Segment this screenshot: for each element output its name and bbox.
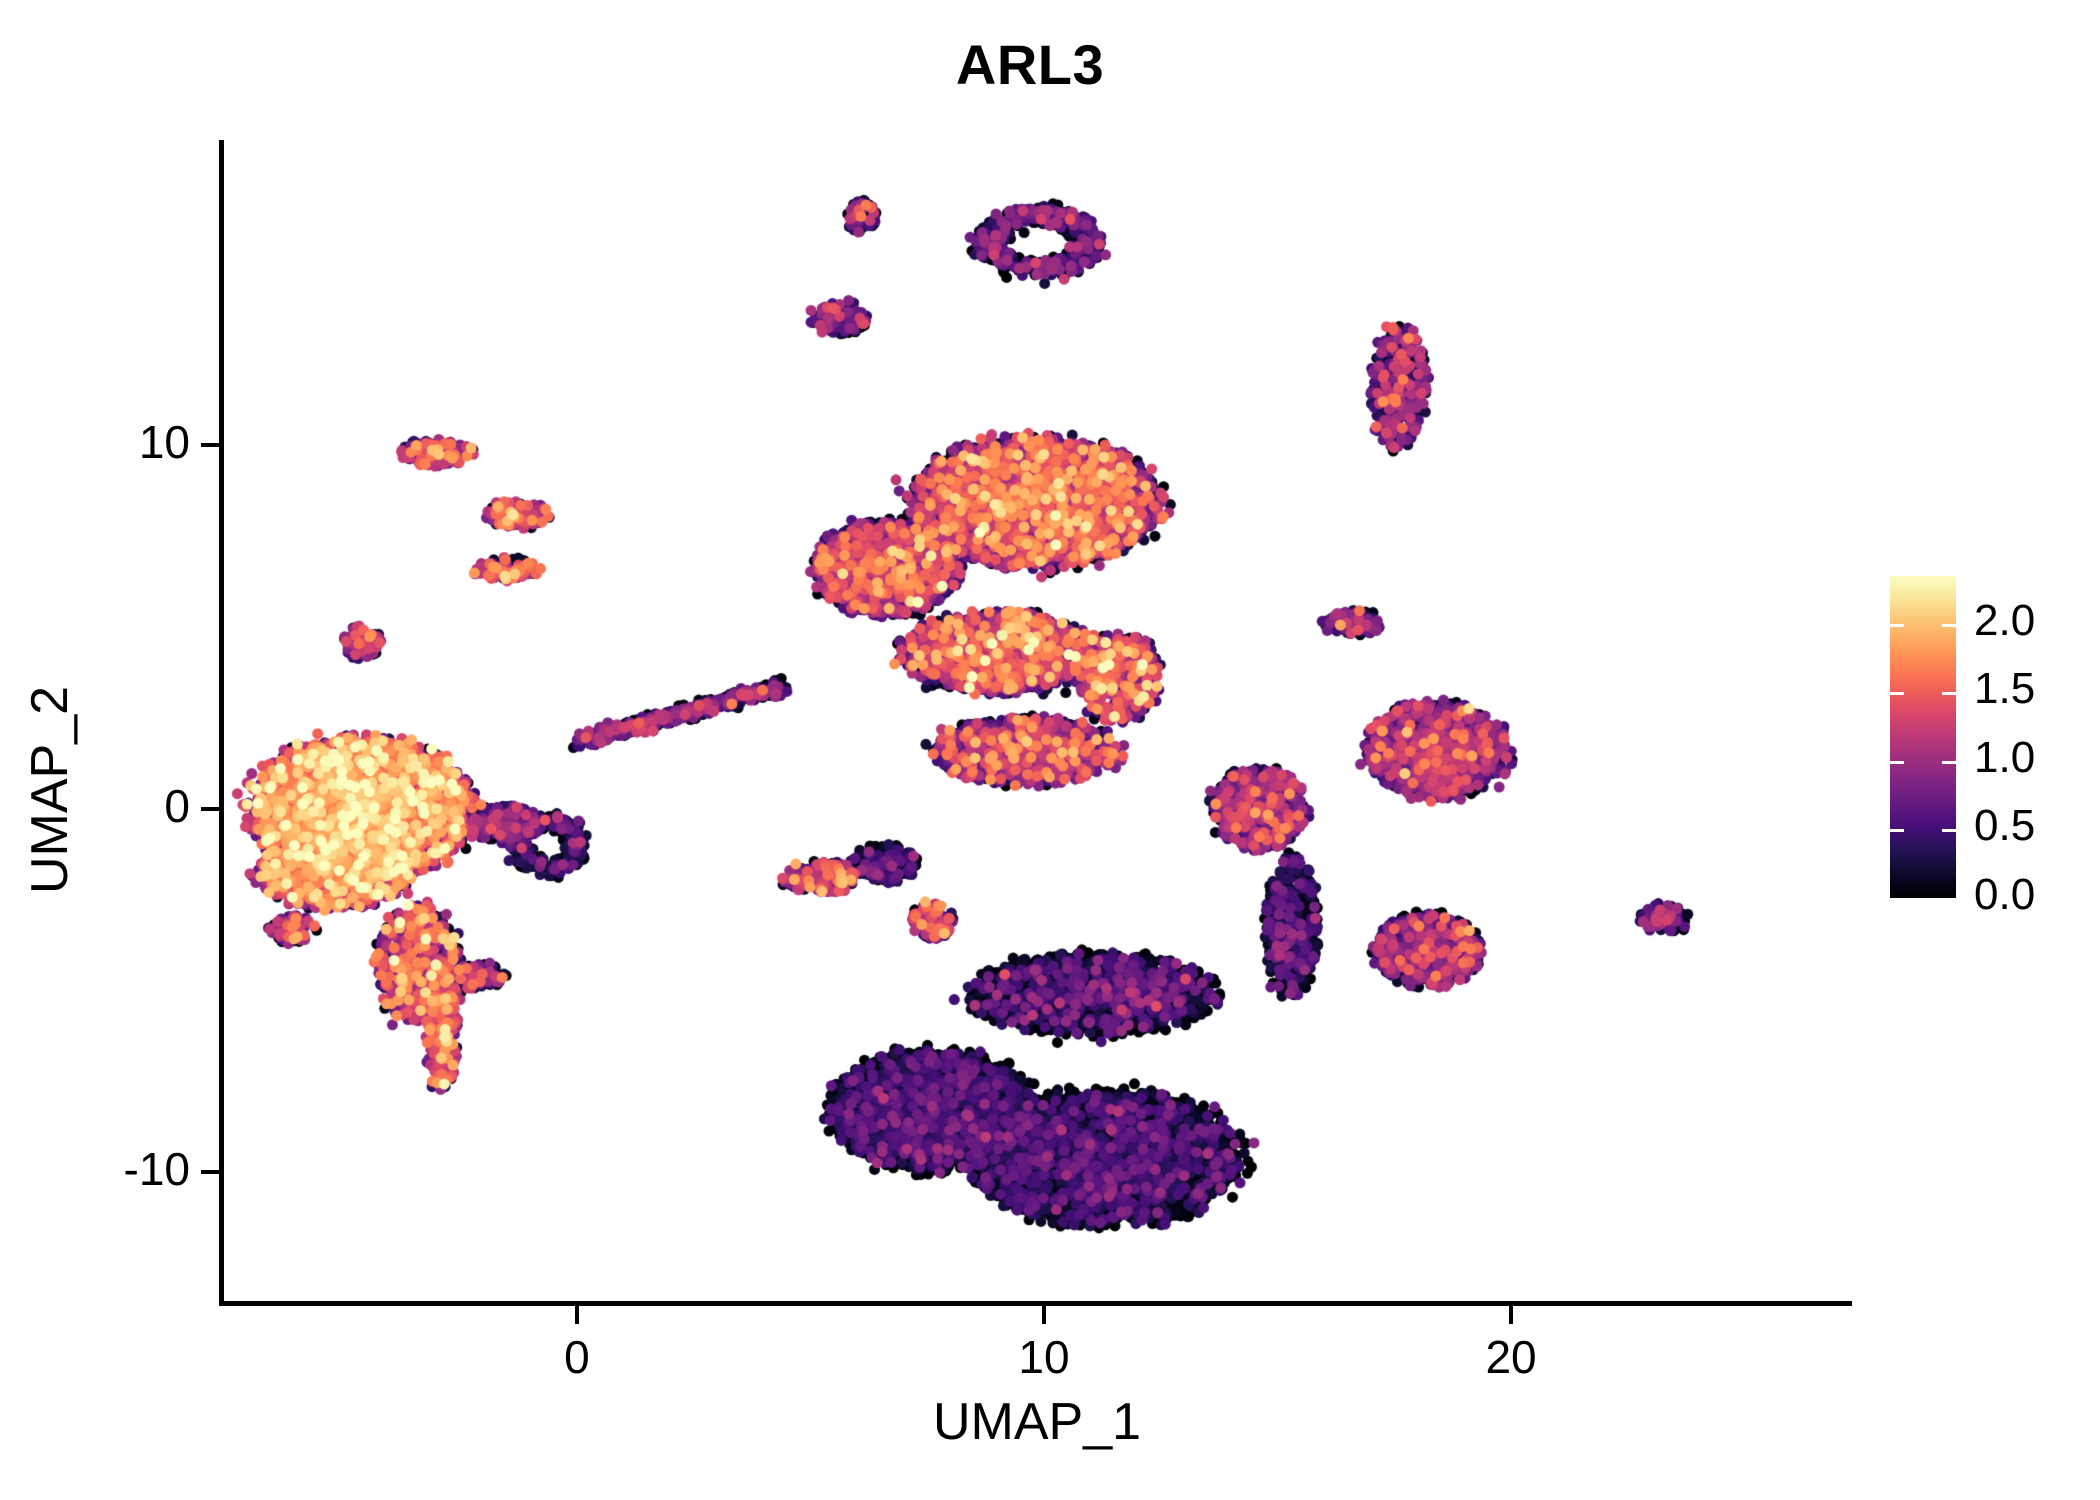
plot-panel [222,140,1852,1303]
y-tick-mark [201,806,219,811]
legend-tick-mark [1942,692,1956,695]
y-tick-label: -10 [123,1143,190,1196]
y-tick-label: 10 [138,416,190,469]
x-tick-label: 20 [1485,1331,1537,1383]
y-axis-title: UMAP_2 [21,685,79,895]
color-legend: 2.0 1.5 1.0 0.5 0.0 [1890,576,2080,919]
x-tick-label: 0 [564,1331,590,1383]
scatter-plot-canvas [222,140,1852,1303]
page-title: ARL3 [955,33,1105,96]
x-tick-label: 10 [1018,1331,1070,1383]
x-tick-mark [574,1306,579,1324]
legend-tick-mark [1942,829,1956,832]
legend-tick-mark [1890,761,1904,764]
x-axis-title: UMAP_1 [932,1393,1142,1451]
legend-tick-label: 1.0 [1974,732,2036,782]
legend-tick-mark [1942,761,1956,764]
x-tick-mark [1042,1306,1046,1324]
y-tick-mark [201,443,219,448]
legend-tick-mark [1890,692,1904,695]
legend-tick-label: 0.0 [1974,870,2036,919]
x-tick-mark [1509,1306,1514,1324]
legend-colorbar [1890,576,1956,898]
y-tick-label: 0 [164,779,190,832]
legend-tick-mark [1890,624,1904,627]
legend-tick-mark [1942,898,1956,901]
legend-tick-label: 2.0 [1974,595,2036,645]
legend-tick-label: 1.5 [1974,664,2036,714]
legend-tick-mark [1942,624,1956,627]
legend-tick-label: 0.5 [1974,801,2036,851]
y-axis-line [219,140,224,1306]
x-axis-line [222,1301,1852,1306]
legend-tick-mark [1890,829,1904,832]
legend-tick-mark [1890,898,1904,901]
y-tick-mark [201,1170,219,1175]
